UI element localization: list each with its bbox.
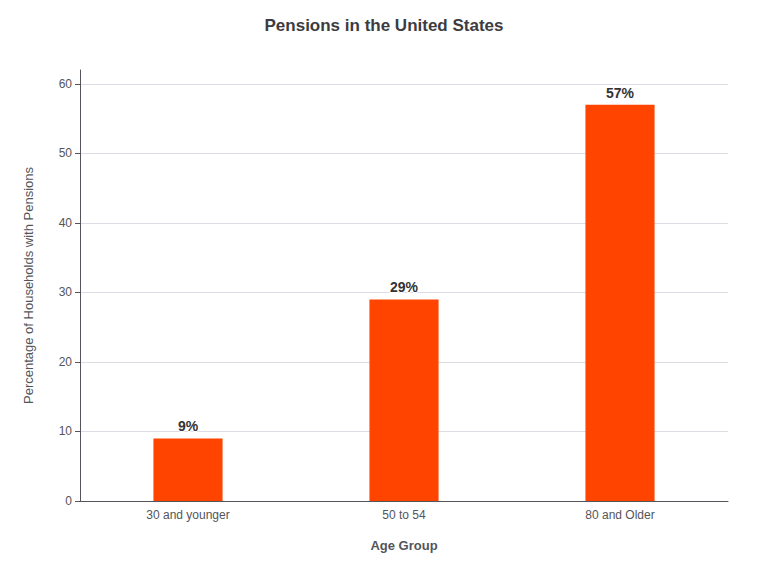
svg-text:Age Group: Age Group xyxy=(370,538,437,553)
svg-text:0: 0 xyxy=(65,494,72,508)
svg-text:80 and Older: 80 and Older xyxy=(585,508,654,522)
svg-text:20: 20 xyxy=(59,355,73,369)
svg-text:57%: 57% xyxy=(606,85,635,101)
svg-text:29%: 29% xyxy=(390,279,419,295)
svg-text:30: 30 xyxy=(59,285,73,299)
svg-text:50: 50 xyxy=(59,146,73,160)
svg-text:40: 40 xyxy=(59,216,73,230)
svg-text:Percentage of Households with: Percentage of Households with Pensions xyxy=(21,166,36,404)
svg-text:30 and younger: 30 and younger xyxy=(146,508,229,522)
svg-text:50 to 54: 50 to 54 xyxy=(382,508,426,522)
svg-text:60: 60 xyxy=(59,77,73,91)
svg-text:Pensions in the United States: Pensions in the United States xyxy=(265,16,504,35)
svg-text:9%: 9% xyxy=(178,418,199,434)
svg-text:10: 10 xyxy=(59,424,73,438)
